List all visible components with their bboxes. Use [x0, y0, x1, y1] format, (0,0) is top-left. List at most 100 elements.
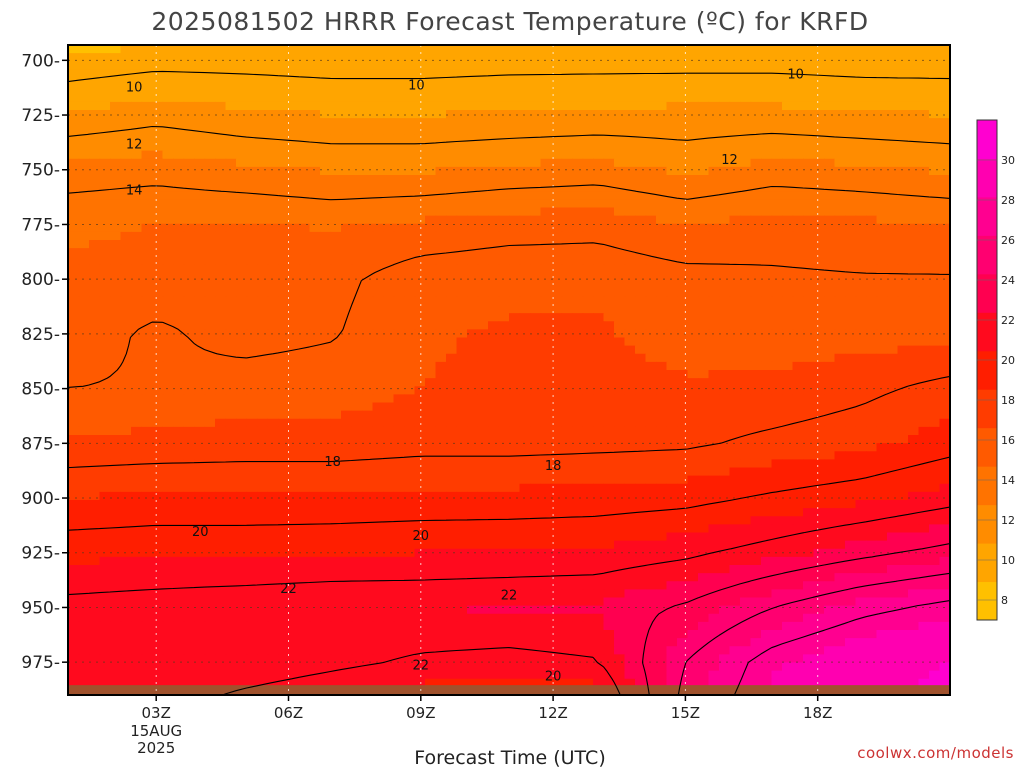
- temperature-cell: [908, 118, 920, 127]
- temperature-cell: [246, 443, 258, 452]
- temperature-cell: [771, 435, 783, 444]
- temperature-cell: [162, 508, 174, 517]
- temperature-cell: [477, 61, 489, 70]
- temperature-cell: [351, 418, 363, 428]
- temperature-cell: [803, 272, 815, 282]
- temperature-cell: [225, 361, 237, 371]
- temperature-cell: [309, 451, 321, 460]
- temperature-cell: [929, 483, 941, 493]
- temperature-cell: [908, 313, 920, 322]
- temperature-cell: [834, 508, 846, 517]
- temperature-cell: [509, 183, 521, 192]
- temperature-cell: [477, 435, 489, 444]
- temperature-cell: [782, 264, 794, 274]
- temperature-cell: [89, 491, 101, 501]
- temperature-cell: [530, 378, 542, 387]
- temperature-cell: [761, 45, 773, 54]
- temperature-cell: [561, 345, 573, 355]
- temperature-cell: [89, 361, 101, 371]
- temperature-cell: [446, 231, 458, 241]
- temperature-cell: [194, 272, 206, 282]
- temperature-cell: [467, 231, 479, 241]
- temperature-cell: [330, 231, 342, 241]
- temperature-cell: [183, 231, 195, 241]
- temperature-cell: [572, 61, 584, 70]
- temperature-cell: [99, 491, 111, 501]
- temperature-cell: [173, 207, 185, 217]
- temperature-cell: [404, 345, 416, 355]
- temperature-cell: [729, 166, 741, 176]
- temperature-cell: [99, 85, 111, 95]
- temperature-cell: [488, 158, 500, 168]
- temperature-cell: [488, 361, 500, 371]
- temperature-cell: [593, 45, 605, 54]
- temperature-cell: [929, 435, 941, 444]
- temperature-cell: [519, 280, 531, 290]
- temperature-cell: [194, 256, 206, 265]
- temperature-cell: [519, 199, 531, 209]
- temperature-cell: [624, 361, 636, 371]
- temperature-cell: [131, 256, 143, 265]
- temperature-cell: [456, 256, 468, 265]
- temperature-cell: [383, 166, 395, 176]
- temperature-cell: [320, 435, 332, 444]
- temperature-cell: [110, 53, 122, 62]
- temperature-cell: [813, 296, 825, 306]
- temperature-cell: [761, 426, 773, 436]
- temperature-cell: [110, 475, 122, 485]
- temperature-cell: [498, 215, 510, 225]
- temperature-cell: [897, 451, 909, 460]
- temperature-cell: [761, 288, 773, 298]
- temperature-cell: [908, 240, 920, 249]
- temperature-cell: [887, 53, 899, 62]
- temperature-cell: [246, 256, 258, 265]
- temperature-cell: [855, 394, 867, 404]
- temperature-cell: [89, 61, 101, 70]
- temperature-cell: [425, 353, 437, 363]
- temperature-cell: [635, 166, 647, 176]
- temperature-cell: [362, 256, 374, 265]
- temperature-cell: [624, 370, 636, 379]
- temperature-cell: [876, 240, 888, 249]
- temperature-cell: [162, 134, 174, 144]
- temperature-cell: [551, 223, 563, 233]
- temperature-cell: [761, 134, 773, 144]
- temperature-cell: [918, 370, 930, 379]
- temperature-cell: [908, 288, 920, 298]
- temperature-cell: [624, 264, 636, 274]
- temperature-cell: [173, 386, 185, 395]
- temperature-cell: [372, 101, 384, 111]
- temperature-cell: [530, 305, 542, 314]
- temperature-cell: [383, 101, 395, 111]
- temperature-cell: [309, 370, 321, 379]
- temperature-cell: [383, 93, 395, 103]
- temperature-cell: [131, 508, 143, 517]
- temperature-cell: [477, 85, 489, 95]
- temperature-cell: [131, 158, 143, 168]
- temperature-cell: [698, 231, 710, 241]
- temperature-cell: [845, 264, 857, 274]
- temperature-cell: [708, 264, 720, 274]
- temperature-cell: [939, 280, 950, 290]
- temperature-cell: [267, 467, 279, 477]
- temperature-cell: [246, 402, 258, 412]
- temperature-cell: [78, 93, 90, 103]
- temperature-cell: [141, 231, 153, 241]
- temperature-cell: [78, 166, 90, 176]
- temperature-cell: [572, 516, 584, 525]
- temperature-cell: [414, 118, 426, 127]
- temperature-cell: [666, 353, 678, 363]
- temperature-cell: [68, 77, 80, 87]
- temperature-cell: [939, 483, 950, 493]
- temperature-cell: [897, 248, 909, 257]
- temperature-cell: [236, 248, 248, 257]
- temperature-cell: [456, 158, 468, 168]
- temperature-cell: [771, 126, 783, 135]
- temperature-cell: [908, 256, 920, 265]
- temperature-cell: [666, 288, 678, 298]
- temperature-cell: [771, 345, 783, 355]
- temperature-cell: [603, 451, 615, 460]
- temperature-cell: [792, 175, 804, 184]
- temperature-cell: [897, 134, 909, 144]
- temperature-cell: [320, 402, 332, 412]
